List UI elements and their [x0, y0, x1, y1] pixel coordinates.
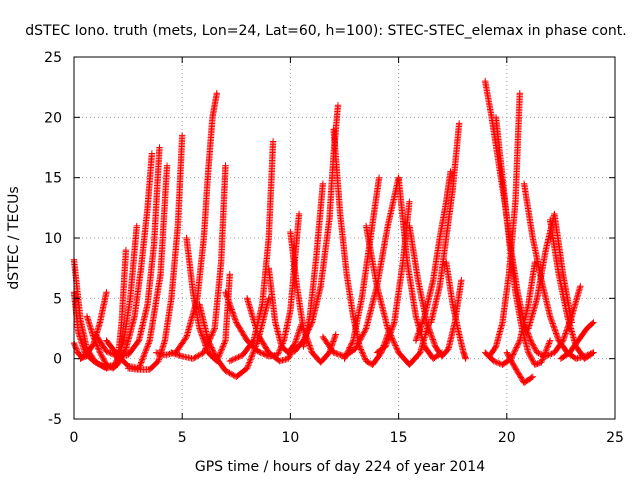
x-axis-label: GPS time / hours of day 224 of year 2014 [195, 459, 485, 475]
series-pass [427, 120, 463, 326]
data-marker-track [406, 222, 465, 360]
data-marker-track [443, 258, 469, 362]
data-marker-track [168, 162, 229, 362]
series-pass [92, 144, 163, 360]
data-marker-track [546, 216, 597, 362]
series-pass [503, 349, 536, 386]
series-pass [124, 132, 186, 373]
series-pass [265, 265, 305, 356]
plot-area [70, 77, 597, 386]
y-tick-label: 0 [53, 352, 62, 368]
series-pass [153, 90, 220, 359]
data-marker-track [427, 120, 463, 326]
data-marker-track [124, 132, 186, 373]
data-marker-track [92, 144, 163, 360]
data-marker-track [103, 162, 171, 372]
series-pass [443, 258, 469, 362]
series-pass [70, 150, 156, 372]
series-pass [330, 126, 394, 368]
data-marker-track [243, 295, 298, 365]
y-tick-label: 20 [44, 110, 62, 126]
y-axis-label: dSTEC / TECUs [6, 186, 22, 289]
x-tick-label: 0 [70, 430, 79, 446]
y-tick-label: 25 [44, 50, 62, 66]
x-tick-label: 5 [178, 430, 187, 446]
x-tick-label: 10 [281, 430, 299, 446]
data-marker-track [226, 138, 277, 365]
chart-title: dSTEC Iono. truth (mets, Lon=24, Lat=60,… [25, 23, 626, 39]
series-pass [103, 162, 171, 372]
series-pass [412, 168, 454, 344]
series-pass [226, 138, 277, 365]
data-marker-track [412, 168, 454, 344]
data-marker-track [330, 126, 394, 368]
data-marker-track [70, 150, 156, 372]
y-tick-label: -5 [48, 412, 62, 428]
series-pass [406, 222, 465, 360]
x-tick-label: 25 [606, 430, 624, 446]
data-marker-track [153, 90, 220, 359]
series-pass [546, 216, 597, 362]
series-pass [83, 246, 130, 372]
series-pass [168, 162, 229, 362]
x-tick-label: 15 [390, 430, 408, 446]
data-marker-track [265, 265, 305, 356]
y-tick-label: 5 [53, 291, 62, 307]
data-marker-track [83, 246, 130, 372]
data-marker-track [557, 319, 597, 362]
y-tick-label: 15 [44, 171, 62, 187]
data-marker-track [503, 349, 536, 386]
y-tick-label: 10 [44, 231, 62, 247]
series-pass [243, 295, 298, 365]
series-pass [557, 319, 597, 362]
data-marker-track [300, 180, 327, 350]
series-pass [300, 180, 327, 350]
x-tick-label: 20 [498, 430, 516, 446]
axes-ticks: 0 5 10 15 20 25 -5 0 5 10 15 20 25 [44, 50, 624, 446]
